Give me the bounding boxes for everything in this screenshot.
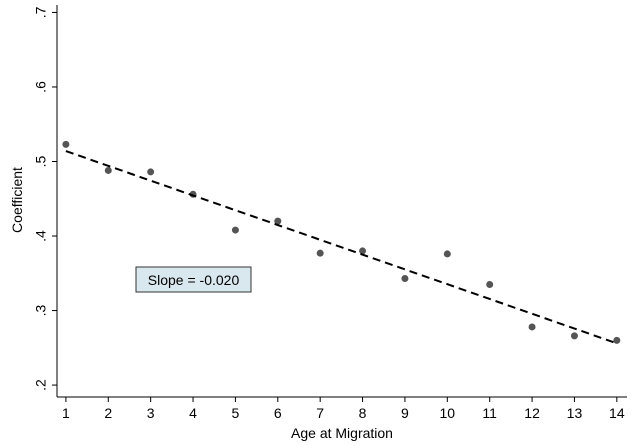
x-tick-label: 1: [62, 405, 70, 421]
x-tick-label: 11: [482, 405, 497, 421]
point: [570, 332, 578, 340]
point: [147, 168, 155, 176]
y-tick-label: .4: [33, 230, 49, 242]
x-tick-label: 6: [274, 405, 282, 421]
x-axis-title: Age at Migration: [291, 425, 393, 441]
point: [359, 247, 367, 255]
point: [104, 166, 112, 174]
x-tick-label: 10: [440, 405, 456, 421]
y-tick-label: .6: [33, 81, 49, 93]
point: [62, 140, 70, 148]
y-tick-label: .2: [33, 379, 49, 391]
y-tick-label: .7: [33, 6, 49, 18]
point: [401, 275, 409, 283]
point: [486, 280, 494, 288]
x-tick-label: 12: [524, 405, 540, 421]
point: [316, 249, 324, 257]
y-tick-label: .3: [33, 305, 49, 317]
x-tick-label: 9: [401, 405, 409, 421]
point: [613, 336, 621, 344]
y-tick-label: .5: [33, 155, 49, 167]
annotation-box: [135, 266, 252, 293]
x-tick-label: 4: [189, 405, 197, 421]
x-tick-label: 2: [104, 405, 112, 421]
annotation: Slope = -0.020: [148, 272, 240, 288]
x-tick-label: 13: [567, 405, 583, 421]
x-tick-label: 3: [147, 405, 155, 421]
fit-line: [65, 150, 618, 345]
x-tick-label: 7: [316, 405, 324, 421]
point: [443, 250, 451, 258]
x-tick-label: 14: [609, 405, 625, 421]
x-tick-label: 8: [359, 405, 367, 421]
point: [274, 217, 282, 225]
point: [528, 323, 536, 331]
point: [231, 226, 239, 234]
y-axis-title: Coefficient: [9, 167, 25, 233]
x-tick-label: 5: [232, 405, 240, 421]
